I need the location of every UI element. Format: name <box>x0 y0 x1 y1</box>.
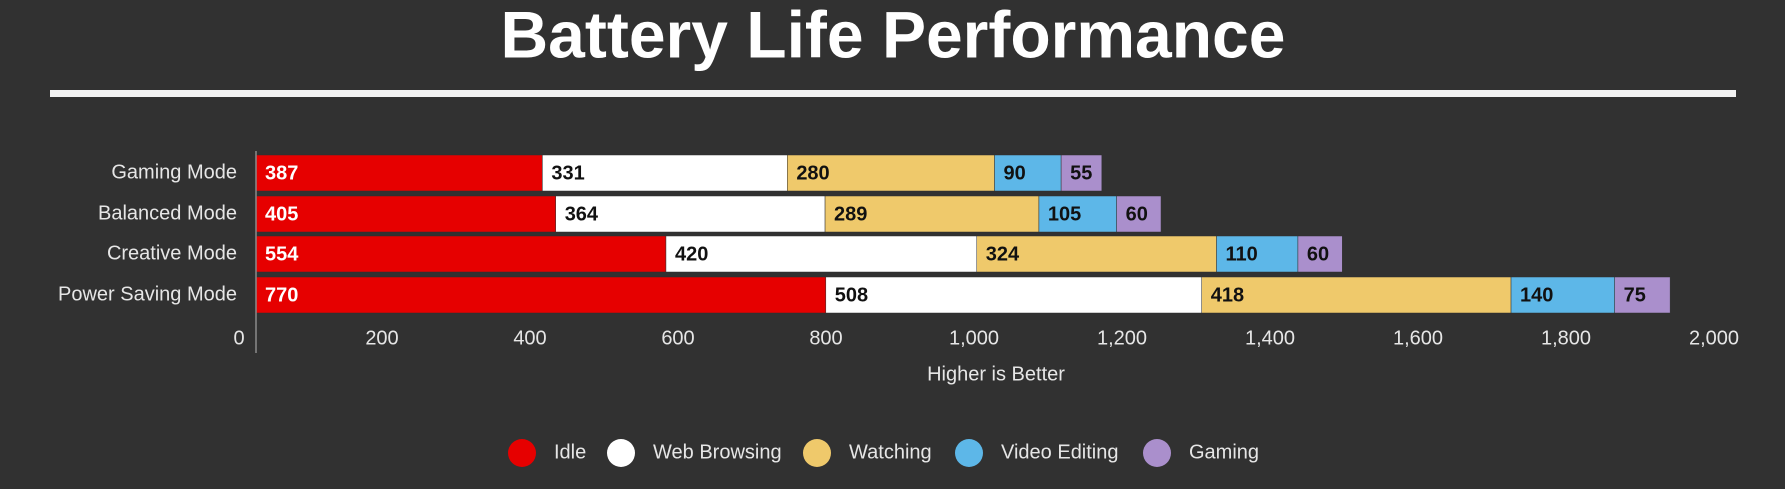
bar-segment <box>665 235 978 273</box>
category-label: Creative Mode <box>107 242 237 264</box>
x-tick-label: 1,600 <box>1393 327 1443 349</box>
legend-label: Watching <box>849 441 932 463</box>
category-label: Balanced Mode <box>98 202 237 224</box>
value-label: 387 <box>265 162 298 184</box>
legend-swatch <box>607 439 635 467</box>
chart-title: Battery Life Performance <box>501 0 1286 71</box>
bar-segment <box>1216 235 1299 273</box>
bar-segment <box>1614 276 1671 314</box>
value-label: 508 <box>835 284 868 306</box>
legend-label: Idle <box>554 441 586 463</box>
value-label: 140 <box>1520 284 1553 306</box>
value-label: 110 <box>1226 243 1258 265</box>
x-tick-label: 1,800 <box>1541 327 1591 349</box>
x-tick-label: 0 <box>233 327 244 349</box>
x-tick-label: 600 <box>661 327 694 349</box>
bar-segment <box>787 154 995 192</box>
bar-segment <box>1201 276 1512 314</box>
bar-segment <box>1297 235 1343 273</box>
x-tick-label: 1,400 <box>1245 327 1295 349</box>
bar-segment <box>976 235 1217 273</box>
bar-segment <box>1060 154 1103 192</box>
value-label: 331 <box>551 162 584 184</box>
value-label: 554 <box>265 243 299 265</box>
x-tick-label: 200 <box>365 327 398 349</box>
bar-segment <box>255 276 827 314</box>
value-label: 75 <box>1624 284 1646 306</box>
bar-segment <box>825 276 1202 314</box>
bar-segment <box>1038 195 1117 233</box>
x-tick-label: 400 <box>513 327 546 349</box>
x-axis-label: Higher is Better <box>927 363 1065 385</box>
value-label: 770 <box>265 284 298 306</box>
value-label: 324 <box>986 243 1020 265</box>
bar-segment <box>1116 195 1162 233</box>
value-label: 105 <box>1048 203 1081 225</box>
value-label: 420 <box>675 243 708 265</box>
legend-label: Video Editing <box>1001 441 1119 463</box>
x-tick-label: 1,000 <box>949 327 999 349</box>
value-label: 364 <box>565 203 599 225</box>
bar-segment <box>555 195 826 233</box>
legend-swatch <box>508 439 536 467</box>
legend-label: Web Browsing <box>653 441 782 463</box>
value-label: 60 <box>1307 243 1329 265</box>
value-label: 405 <box>265 203 298 225</box>
value-label: 55 <box>1070 162 1092 184</box>
value-label: 289 <box>834 203 867 225</box>
legend-swatch <box>955 439 983 467</box>
bar-segment <box>255 195 556 233</box>
value-label: 418 <box>1211 284 1244 306</box>
bar-segment <box>1510 276 1615 314</box>
category-label: Power Saving Mode <box>58 283 237 305</box>
x-tick-label: 1,200 <box>1097 327 1147 349</box>
value-label: 90 <box>1004 162 1026 184</box>
bar-segment <box>255 154 543 192</box>
legend-label: Gaming <box>1189 441 1259 463</box>
x-tick-label: 800 <box>809 327 842 349</box>
title-rule <box>50 90 1736 97</box>
bar-segment <box>824 195 1040 233</box>
bar-segment <box>255 235 667 273</box>
value-label: 60 <box>1126 203 1148 225</box>
bar-segment <box>994 154 1062 192</box>
x-tick-label: 2,000 <box>1689 327 1739 349</box>
category-label: Gaming Mode <box>111 161 237 183</box>
bar-segment <box>542 154 788 192</box>
value-label: 280 <box>796 162 829 184</box>
legend-swatch <box>803 439 831 467</box>
legend-swatch <box>1143 439 1171 467</box>
